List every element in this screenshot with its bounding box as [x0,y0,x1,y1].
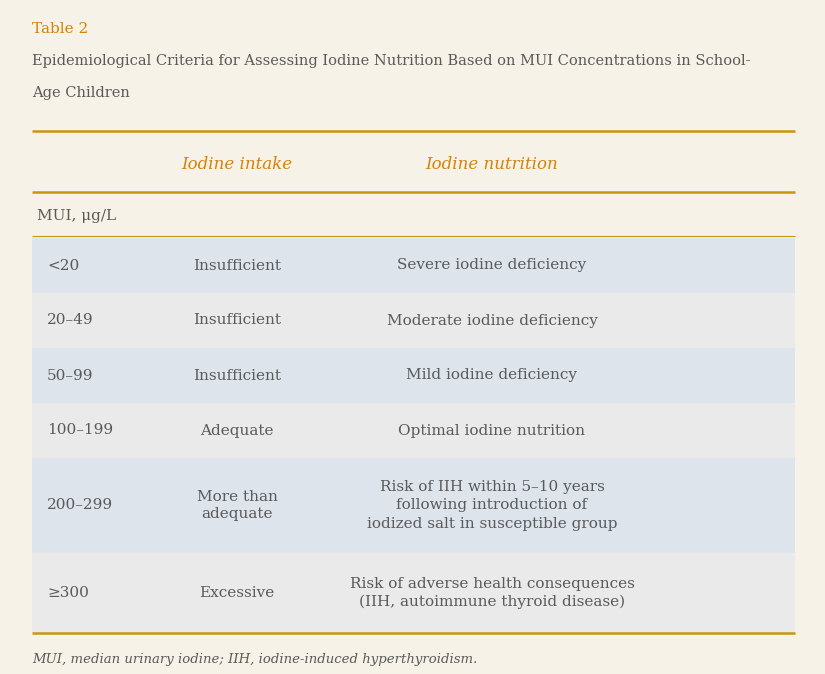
Bar [32,137,795,192]
Text: More than
adequate: More than adequate [196,491,277,520]
Bar [32,238,795,293]
Text: 20–49: 20–49 [47,313,93,328]
Text: Optimal iodine nutrition: Optimal iodine nutrition [398,423,586,437]
Text: 200–299: 200–299 [47,499,113,512]
Bar [32,458,795,553]
Text: Insufficient: Insufficient [193,369,281,383]
Text: Iodine nutrition: Iodine nutrition [426,156,559,173]
Text: Table 2: Table 2 [32,22,88,36]
Text: Risk of IIH within 5–10 years
following introduction of
iodized salt in suscepti: Risk of IIH within 5–10 years following … [367,480,617,531]
Bar [32,293,795,348]
Text: Age Children: Age Children [32,86,130,100]
Text: Adequate: Adequate [200,423,274,437]
Text: Severe iodine deficiency: Severe iodine deficiency [398,259,587,272]
Bar [32,403,795,458]
Text: Epidemiological Criteria for Assessing Iodine Nutrition Based on MUI Concentrati: Epidemiological Criteria for Assessing I… [32,54,751,68]
Text: MUI, μg/L: MUI, μg/L [37,209,116,223]
Bar [32,196,795,236]
Bar [32,553,795,633]
Text: Insufficient: Insufficient [193,313,281,328]
Text: 50–99: 50–99 [47,369,93,383]
Text: 100–199: 100–199 [47,423,113,437]
Text: MUI, median urinary iodine; IIH, iodine-induced hyperthyroidism.: MUI, median urinary iodine; IIH, iodine-… [32,653,478,666]
Text: <20: <20 [47,259,79,272]
Text: Moderate iodine deficiency: Moderate iodine deficiency [387,313,597,328]
Text: Iodine intake: Iodine intake [182,156,293,173]
Bar [32,348,795,403]
Text: Risk of adverse health consequences
(IIH, autoimmune thyroid disease): Risk of adverse health consequences (IIH… [350,576,634,609]
Text: ≥300: ≥300 [47,586,89,600]
Text: Insufficient: Insufficient [193,259,281,272]
Text: Excessive: Excessive [200,586,275,600]
Text: Mild iodine deficiency: Mild iodine deficiency [407,369,578,383]
